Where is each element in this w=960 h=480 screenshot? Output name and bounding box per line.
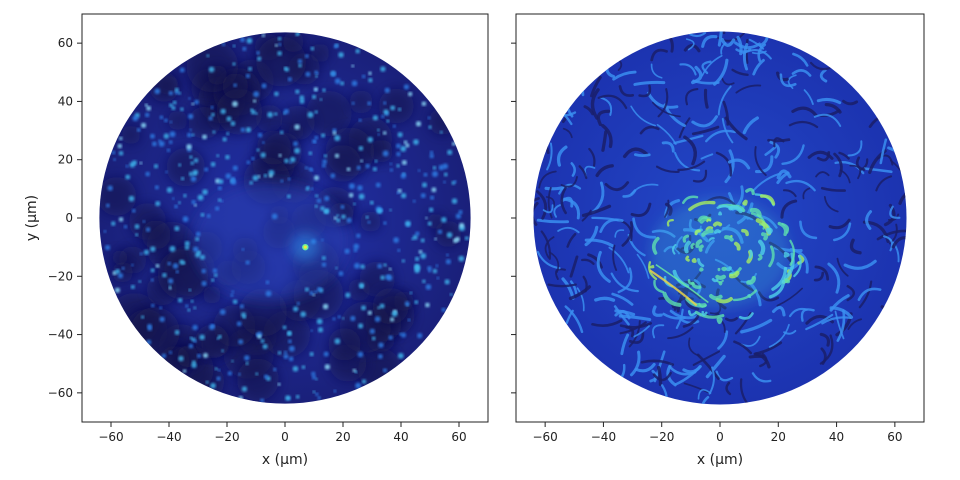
y-tick-label: 20 [58,153,73,167]
streak [649,269,698,307]
y-axis-label: y (μm) [24,195,40,241]
x-tick-label: 0 [716,430,724,444]
y-tick-label: −60 [48,386,73,400]
x-tick-label: 0 [281,430,289,444]
x-axis-label: x (μm) [262,452,308,468]
y-tick-label: −40 [48,328,73,342]
streak [655,263,709,304]
field-texture [99,32,469,403]
hotspot-core [303,245,307,249]
y-tick-label: 40 [58,94,73,108]
x-tick-label: −20 [214,430,239,444]
field-texture [533,31,907,405]
right-panel: −60 −40 −20 0 20 40 60 x (μm) [511,13,925,468]
x-tick-label: 60 [451,430,466,444]
x-tick-label: −40 [156,430,181,444]
x-tick-label: −60 [98,430,123,444]
x-tick-label: 60 [887,430,902,444]
x-tick-label: 20 [771,430,786,444]
y-tick-label: −20 [48,269,73,283]
x-tick-label: −40 [591,430,616,444]
x-tick-label: −60 [532,430,557,444]
x-tick-label: 20 [335,430,350,444]
y-tick-label: 60 [58,36,73,50]
x-axis-label: x (μm) [697,452,743,468]
x-tick-label: 40 [829,430,844,444]
left-panel: −60 −40 −20 0 20 40 60 60 40 20 0 −20 −40 −60 x (μm) y … [24,13,489,468]
x-tick-label: 40 [393,430,408,444]
x-tick-label: −20 [649,430,674,444]
y-tick-label: 0 [65,211,73,225]
